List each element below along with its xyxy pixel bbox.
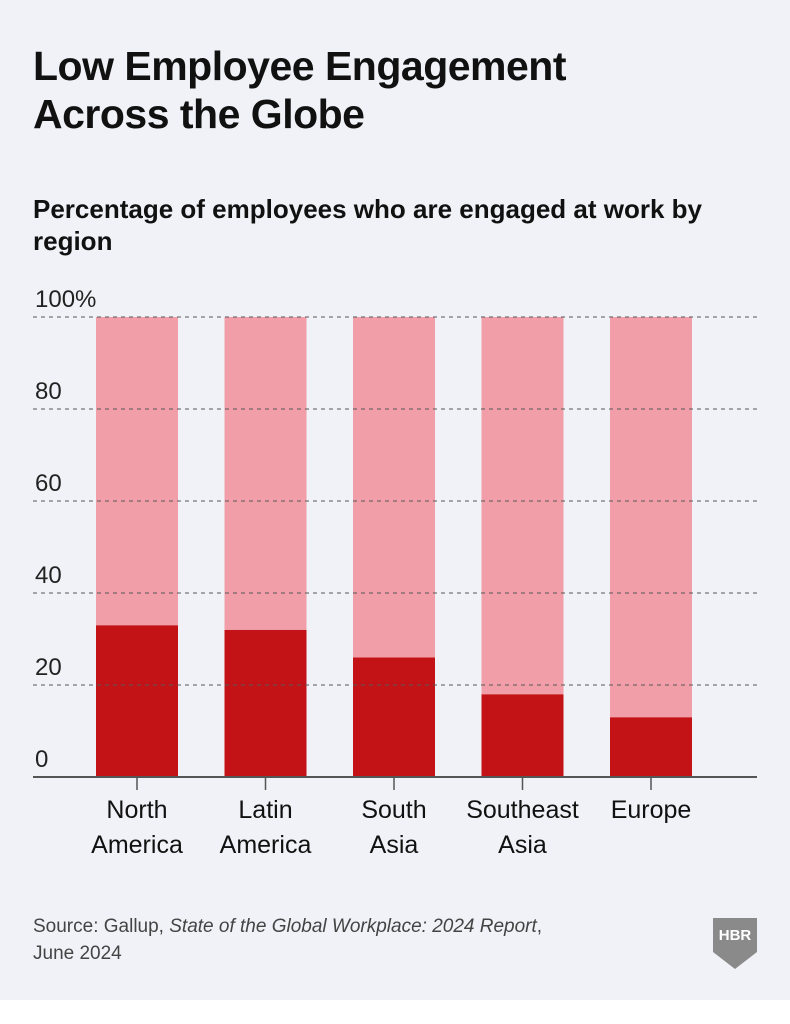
chart-card: Low Employee Engagement Across the Globe…	[0, 0, 790, 1000]
x-tick-label-4-0: Europe	[611, 796, 692, 824]
chart-subtitle: Percentage of employees who are engaged …	[33, 194, 702, 256]
y-tick-label-40: 40	[35, 562, 62, 589]
chart-title: Low Employee Engagement Across the Globe	[33, 42, 567, 138]
source-note: Source: Gallup, State of the Global Work…	[33, 913, 542, 967]
source-date: June 2024	[33, 943, 122, 964]
y-tick-label-0: 0	[35, 746, 48, 773]
source-prefix: Source: Gallup,	[33, 916, 170, 937]
y-tick-label-20: 20	[35, 654, 62, 681]
bar-engaged-2	[353, 657, 435, 777]
y-tick-label-100: 100%	[35, 286, 96, 313]
x-tick-label-0-1: America	[91, 831, 183, 859]
x-tick-label-2-1: Asia	[370, 831, 419, 859]
bar-chart: 0 20 40 60 80 100% North America Latin America Sou…	[33, 286, 757, 859]
x-tick-label-3-1: Asia	[498, 831, 547, 859]
x-tick-label-2-0: South	[361, 796, 426, 824]
y-tick-label-80: 80	[35, 378, 62, 405]
hbr-logo-text: HBR	[719, 927, 752, 944]
x-tick-label-1-0: Latin	[238, 796, 292, 824]
bar-not-engaged-4	[610, 317, 692, 718]
hbr-logo-icon: HBR	[713, 918, 757, 969]
bar-not-engaged-0	[96, 317, 178, 626]
bar-not-engaged-1	[224, 317, 307, 630]
bar-not-engaged-2	[353, 317, 435, 658]
bar-not-engaged-3	[481, 317, 564, 695]
x-tick-label-1-1: America	[220, 831, 312, 859]
x-tick-label-3-0: Southeast	[466, 796, 579, 824]
title-line-2: Across the Globe	[33, 91, 365, 137]
source-publication: State of the Global Workplace: 2024 Repo…	[169, 916, 537, 937]
x-tick-label-0-0: North	[106, 796, 167, 824]
title-line-1: Low Employee Engagement	[33, 43, 567, 89]
bar-engaged-1	[224, 629, 307, 777]
bar-engaged-3	[481, 694, 564, 777]
source-suffix: ,	[536, 916, 543, 937]
bar-engaged-4	[610, 717, 692, 777]
y-tick-label-60: 60	[35, 470, 62, 497]
bar-engaged-0	[96, 625, 178, 777]
